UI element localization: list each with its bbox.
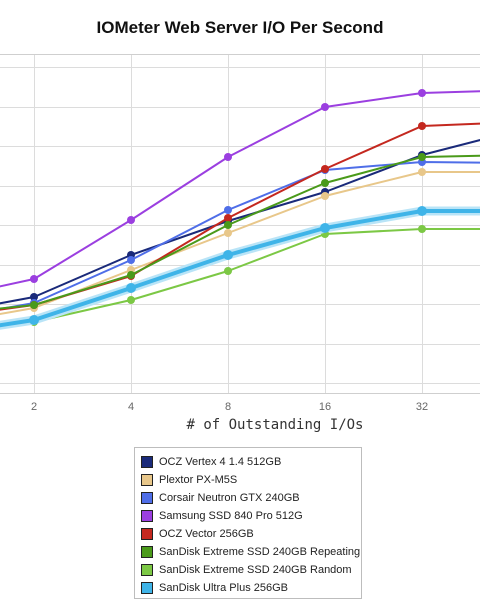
- legend-swatch: [141, 510, 153, 522]
- legend: OCZ Vertex 4 1.4 512GB Plextor PX-M5S Cors…: [134, 447, 362, 599]
- legend-swatch: [141, 528, 153, 540]
- legend-swatch: [141, 564, 153, 576]
- legend-label: Corsair Neutron GTX 240GB: [159, 492, 300, 504]
- legend-item: OCZ Vertex 4 1.4 512GB: [141, 453, 361, 471]
- data-point: [224, 229, 232, 237]
- x-tick-label: 4: [128, 401, 134, 413]
- legend-item: Corsair Neutron GTX 240GB: [141, 489, 361, 507]
- legend-swatch: [141, 582, 153, 594]
- legend-item: SanDisk Ultra Plus 256GB: [141, 579, 361, 597]
- data-point: [30, 293, 38, 301]
- series-line: [0, 139, 480, 305]
- data-point: [224, 206, 232, 214]
- legend-item: OCZ Vector 256GB: [141, 525, 361, 543]
- legend-label: OCZ Vector 256GB: [159, 528, 254, 540]
- data-point: [321, 192, 329, 200]
- data-point: [29, 315, 39, 325]
- data-point: [224, 153, 232, 161]
- legend-item: SanDisk Extreme SSD 240GB Random: [141, 561, 361, 579]
- data-point: [417, 206, 427, 216]
- data-point: [418, 153, 426, 161]
- data-point: [321, 165, 329, 173]
- legend-item: Plextor PX-M5S: [141, 471, 361, 489]
- series-line: [0, 161, 480, 310]
- legend-swatch: [141, 456, 153, 468]
- x-axis-label: # of Outstanding I/Os: [186, 417, 364, 433]
- legend-label: Plextor PX-M5S: [159, 474, 238, 486]
- x-tick-label: 8: [225, 401, 231, 413]
- data-point: [418, 225, 426, 233]
- chart-title: IOMeter Web Server I/O Per Second: [96, 18, 384, 37]
- data-point: [224, 267, 232, 275]
- legend-swatch: [141, 546, 153, 558]
- data-point: [321, 103, 329, 111]
- legend-item: SanDisk Extreme SSD 240GB Repeating: [141, 543, 361, 561]
- data-point: [127, 271, 135, 279]
- series-line: [0, 90, 480, 288]
- data-point: [127, 256, 135, 264]
- legend-label: SanDisk Extreme SSD 240GB Repeating: [159, 546, 361, 558]
- data-point: [418, 122, 426, 130]
- data-point: [224, 214, 232, 222]
- series-line: [0, 228, 480, 328]
- legend-swatch: [141, 492, 153, 504]
- data-point: [30, 275, 38, 283]
- data-point: [127, 216, 135, 224]
- data-point: [320, 223, 330, 233]
- legend-item: Samsung SSD 840 Pro 512G: [141, 507, 361, 525]
- legend-label: SanDisk Extreme SSD 240GB Random: [159, 564, 352, 576]
- x-tick-label: 32: [416, 401, 428, 413]
- data-point: [224, 221, 232, 229]
- data-point: [418, 89, 426, 97]
- legend-label: OCZ Vertex 4 1.4 512GB: [159, 456, 282, 468]
- x-tick-label: 16: [319, 401, 331, 413]
- legend-label: SanDisk Ultra Plus 256GB: [159, 582, 288, 594]
- data-point: [126, 283, 136, 293]
- plot-area: 2 4 8 16 32: [0, 54, 480, 413]
- legend-swatch: [141, 474, 153, 486]
- x-tick-label: 2: [31, 401, 37, 413]
- series-line: [0, 154, 480, 310]
- data-point: [418, 168, 426, 176]
- data-point: [321, 179, 329, 187]
- data-point: [223, 250, 233, 260]
- data-point: [30, 301, 38, 309]
- legend-label: Samsung SSD 840 Pro 512G: [159, 510, 303, 522]
- data-point: [127, 296, 135, 304]
